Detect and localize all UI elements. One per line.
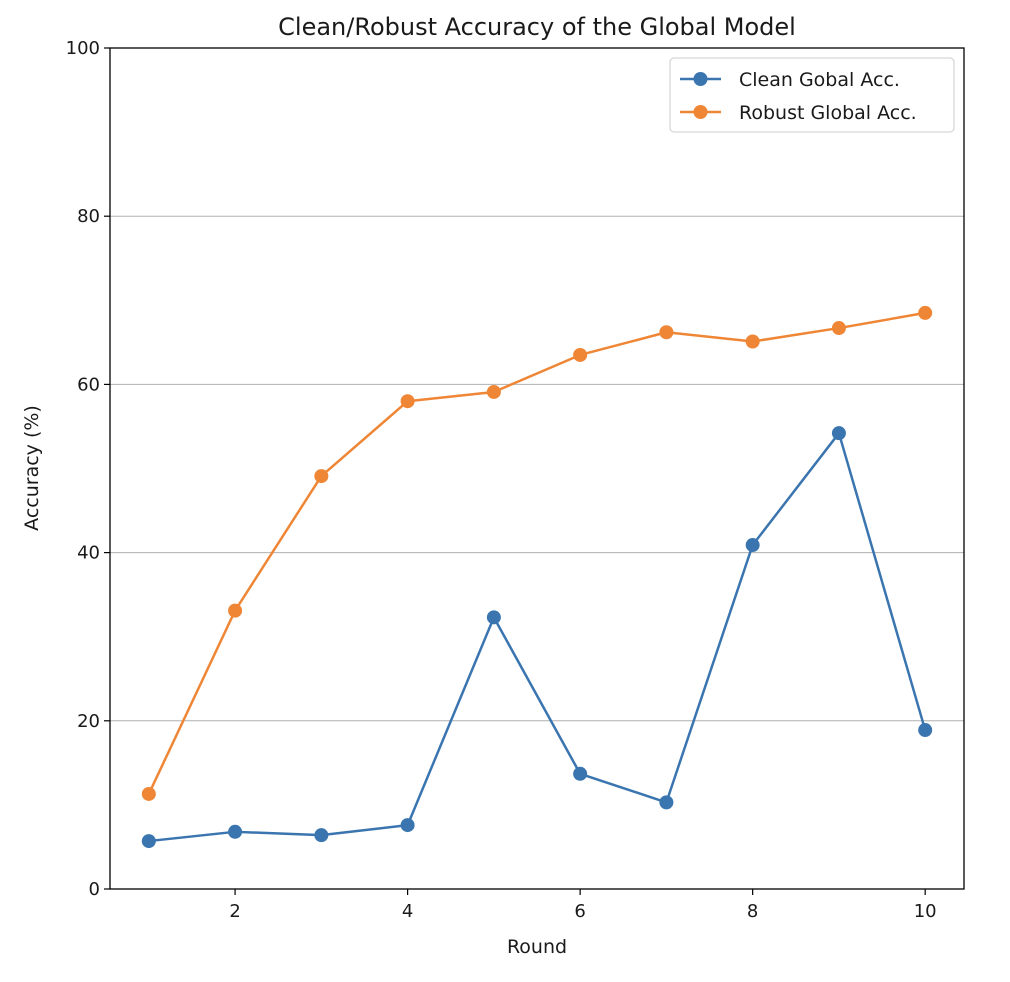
data-point-robust (141, 786, 156, 801)
data-point-robust (400, 394, 415, 409)
data-point-clean (141, 834, 156, 849)
series-line-clean (148, 431, 927, 843)
series-line-robust (147, 311, 926, 795)
legend-label-clean: Clean Gobal Acc. (739, 69, 900, 91)
x-tick-label: 4 (402, 901, 413, 922)
x-tick-label: 10 (914, 901, 937, 922)
x-tick-label: 8 (747, 901, 758, 922)
data-point-clean (573, 766, 588, 781)
y-axis: 0 20 40 60 80 100 (66, 38, 110, 900)
legend-marker-robust (693, 105, 708, 119)
data-point-robust (314, 469, 329, 484)
data-point-robust (831, 321, 846, 336)
series-layer (141, 305, 933, 849)
data-point-clean (831, 426, 846, 441)
data-point-clean (400, 818, 415, 833)
plot-frame (109, 47, 965, 890)
legend-marker-clean (693, 72, 708, 86)
data-point-clean (486, 610, 501, 625)
gridlines (110, 215, 964, 722)
chart-title: Clean/Robust Accuracy of the Global Mode… (278, 13, 796, 41)
legend-entry-robust: Robust Global Acc. (680, 102, 917, 124)
y-tick-label: 60 (77, 374, 100, 395)
y-tick-label: 0 (89, 879, 100, 900)
data-point-robust (228, 603, 243, 618)
legend: Clean Gobal Acc. Robust Global Acc. (669, 57, 955, 133)
data-point-robust (486, 384, 501, 399)
legend-label-robust: Robust Global Acc. (739, 102, 917, 124)
series-clean (141, 426, 933, 849)
series-robust (141, 305, 933, 801)
x-axis-label: Round (507, 936, 567, 958)
y-tick-label: 100 (66, 38, 100, 59)
data-point-robust (573, 347, 588, 362)
legend-entry-clean: Clean Gobal Acc. (680, 69, 900, 91)
x-tick-label: 6 (574, 901, 585, 922)
data-point-clean (659, 795, 674, 810)
data-point-clean (918, 723, 933, 738)
y-axis-label: Accuracy (%) (21, 405, 43, 531)
x-axis: 2 4 6 8 10 (229, 889, 937, 922)
data-point-robust (745, 334, 760, 349)
data-point-clean (228, 824, 243, 839)
y-tick-label: 40 (77, 543, 100, 564)
data-point-robust (659, 325, 674, 340)
data-point-robust (918, 305, 933, 320)
data-point-clean (314, 828, 329, 843)
data-point-clean (745, 538, 760, 553)
x-tick-label: 2 (229, 901, 240, 922)
y-tick-label: 20 (77, 711, 100, 732)
y-tick-label: 80 (77, 206, 100, 227)
legend-box (669, 57, 955, 133)
